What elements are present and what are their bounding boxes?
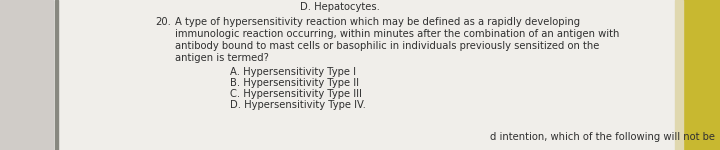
Text: D. Hepatocytes.: D. Hepatocytes.: [300, 2, 380, 12]
Text: C. Hypersensitivity Type III: C. Hypersensitivity Type III: [230, 89, 362, 99]
Text: B. Hypersensitivity Type II: B. Hypersensitivity Type II: [230, 78, 359, 88]
Text: immunologic reaction occurring, within minutes after the combination of an antig: immunologic reaction occurring, within m…: [175, 29, 619, 39]
Text: 20.: 20.: [155, 17, 171, 27]
Bar: [55, 0, 58, 150]
Bar: [680, 0, 720, 150]
Text: A. Hypersensitivity Type I: A. Hypersensitivity Type I: [230, 67, 356, 77]
Text: antigen is termed?: antigen is termed?: [175, 53, 269, 63]
Bar: [675, 0, 683, 150]
Text: A type of hypersensitivity reaction which may be defined as a rapidly developing: A type of hypersensitivity reaction whic…: [175, 17, 580, 27]
Text: d intention, which of the following will not be: d intention, which of the following will…: [490, 132, 715, 142]
Text: antibody bound to mast cells or basophilic in individuals previously sensitized : antibody bound to mast cells or basophil…: [175, 41, 599, 51]
Bar: [0, 0, 53, 150]
Text: D. Hypersensitivity Type IV.: D. Hypersensitivity Type IV.: [230, 100, 366, 110]
